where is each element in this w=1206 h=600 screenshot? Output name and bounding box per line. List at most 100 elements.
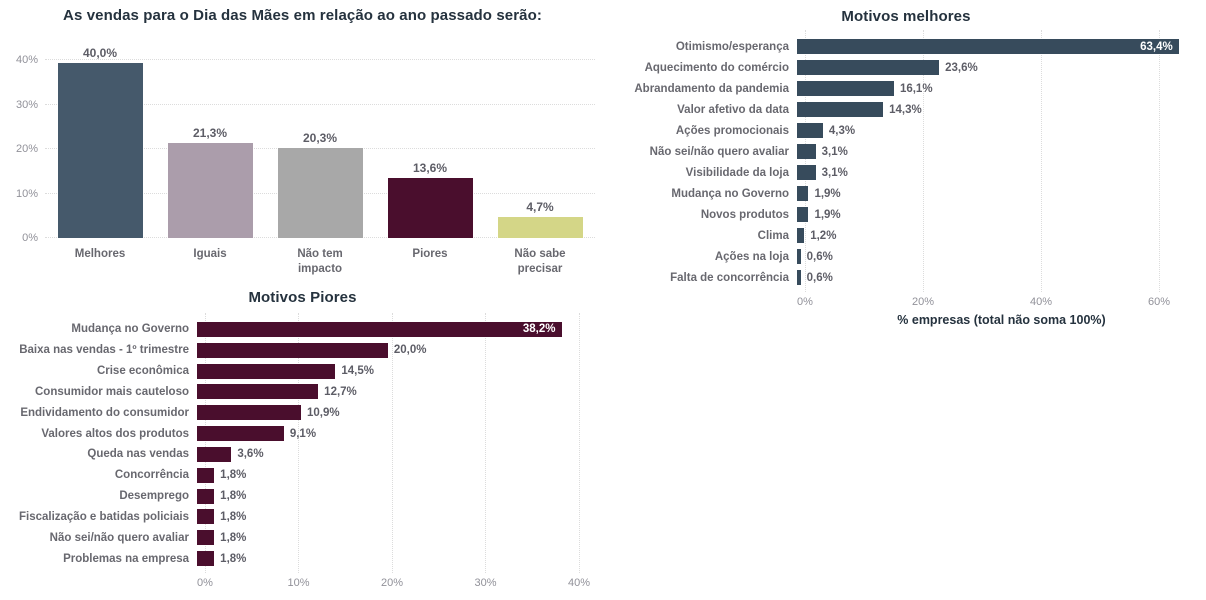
bar-1[interactable] <box>197 342 388 358</box>
bar-track: 1,8% <box>197 486 593 507</box>
bar-track: 1,8% <box>197 465 593 486</box>
category-label: Valor afetivo da data <box>677 103 789 116</box>
category-label-text: Piores <box>412 248 448 260</box>
bar-4[interactable] <box>497 217 583 238</box>
bar-2[interactable] <box>797 81 894 96</box>
bar-row: Aquecimento do comércio 23,6% <box>606 57 1198 78</box>
bar-track: 14,5% <box>197 361 593 382</box>
value-label: 1,8% <box>220 552 247 565</box>
bar-7[interactable] <box>197 467 215 483</box>
category-label: Otimismo/esperança <box>675 40 789 53</box>
x-tick-label: 30% <box>474 577 497 589</box>
category-label: Novos produtos <box>700 208 789 221</box>
bar-row: Queda nas vendas 3,6% <box>0 444 593 465</box>
value-label: 4,3% <box>828 124 856 137</box>
category-label: Queda nas vendas <box>87 448 189 461</box>
category-label: Desemprego <box>119 490 189 503</box>
value-label: 0,6% <box>806 250 833 263</box>
bar-6[interactable] <box>197 446 232 462</box>
category-label: Piores <box>375 247 485 277</box>
bar-track: 0,6% <box>797 267 1198 288</box>
category-label: Não sei/não quero avaliar <box>649 145 789 158</box>
bar-9[interactable] <box>197 509 215 525</box>
value-label: 13,6% <box>412 160 448 175</box>
value-label: 1,2% <box>810 229 837 242</box>
bar-column: 13,6% <box>375 46 485 238</box>
chart-title: Motivos melhores <box>841 8 971 25</box>
bar-track: 0,6% <box>797 246 1198 267</box>
bar-9[interactable] <box>797 228 805 243</box>
bar-0[interactable] <box>57 63 143 238</box>
bar-track: 3,1% <box>797 162 1198 183</box>
bar-track: 1,8% <box>197 506 593 527</box>
bar-7[interactable] <box>797 186 809 201</box>
bar-row: Consumidor mais cauteloso 12,7% <box>0 381 593 402</box>
bar-5[interactable] <box>197 426 284 442</box>
bar-4[interactable] <box>797 123 823 138</box>
bar-track: 4,3% <box>797 120 1198 141</box>
x-axis: 0% 20% 40% 60% <box>797 296 1198 310</box>
category-label: Não sabe precisar <box>485 247 595 277</box>
bar-row: Clima 1,2% <box>606 225 1198 246</box>
x-tick-label: 10% <box>287 577 310 589</box>
value-label: 1,8% <box>220 531 247 544</box>
gridline <box>45 103 595 105</box>
bar-0[interactable]: 63,4% <box>797 39 1179 54</box>
bar-1[interactable] <box>167 143 253 238</box>
bar-track: 23,6% <box>797 57 1198 78</box>
bar-3[interactable] <box>797 102 884 117</box>
bar-track: 1,8% <box>197 548 593 569</box>
bar-1[interactable] <box>797 60 940 75</box>
bar-10[interactable] <box>797 249 801 264</box>
value-label: 1,9% <box>814 208 841 221</box>
value-label: 1,8% <box>220 469 247 482</box>
bar-0[interactable]: 38,2% <box>197 321 562 337</box>
bar-track: 16,1% <box>797 78 1198 99</box>
bar-track: 1,9% <box>797 204 1198 225</box>
category-label: Visibilidade da loja <box>685 166 789 179</box>
bar-6[interactable] <box>797 165 816 180</box>
category-label: Concorrência <box>114 469 189 482</box>
category-label: Não sei/não quero avaliar <box>49 531 189 544</box>
x-tick-label: 40% <box>567 577 590 589</box>
value-label: 3,1% <box>821 166 848 179</box>
x-tick-label: 20% <box>380 577 403 589</box>
bar-row: Concorrência 1,8% <box>0 465 593 486</box>
category-label: Consumidor mais cauteloso <box>34 385 189 398</box>
bar-5[interactable] <box>797 144 816 159</box>
bar-column: 4,7% <box>485 46 595 238</box>
y-tick-label: 40% <box>15 54 38 67</box>
bar-row: Otimismo/esperança 63,4% <box>606 36 1198 57</box>
bar-8[interactable] <box>797 207 809 222</box>
gridline <box>45 59 595 61</box>
bar-2[interactable] <box>277 147 363 238</box>
category-label-text: Iguais <box>193 248 227 260</box>
bar-row: Abrandamento da pandemia 16,1% <box>606 78 1198 99</box>
category-label: Iguais <box>155 247 265 277</box>
chart-title: As vendas para o Dia das Mães em relação… <box>63 7 542 24</box>
bar-track: 20,0% <box>197 340 593 361</box>
chart-motivos-piores: Motivos Piores Mudança no Governo 38,2% Ba… <box>0 283 605 600</box>
bar-track: 9,1% <box>197 423 593 444</box>
bar-track: 3,6% <box>197 444 593 465</box>
chart-vendas-dia-das-maes: As vendas para o Dia das Mães em relação… <box>0 0 605 283</box>
bar-3[interactable] <box>197 384 319 400</box>
value-label: 10,9% <box>307 406 340 419</box>
bar-row: Fiscalização e batidas policiais 1,8% <box>0 506 593 527</box>
bar-track: 14,3% <box>797 99 1198 120</box>
value-label: 20,3% <box>302 130 338 145</box>
value-label: 3,6% <box>237 448 264 461</box>
category-label: Mudança no Governo <box>71 323 189 336</box>
bar-2[interactable] <box>197 363 336 379</box>
bar-11[interactable] <box>797 270 801 285</box>
category-label: Endividamento do consumidor <box>20 406 189 419</box>
bar-3[interactable] <box>387 177 473 238</box>
bar-8[interactable] <box>197 488 215 504</box>
bar-row: Falta de concorrência 0,6% <box>606 267 1198 288</box>
x-tick-label: 0% <box>197 577 213 589</box>
bar-11[interactable] <box>197 551 215 567</box>
bar-10[interactable] <box>197 530 215 546</box>
category-label: Fiscalização e batidas policiais <box>18 510 189 523</box>
bar-4[interactable] <box>197 405 301 421</box>
rows-area: Otimismo/esperança 63,4% Aquecimento do co… <box>606 30 1198 292</box>
